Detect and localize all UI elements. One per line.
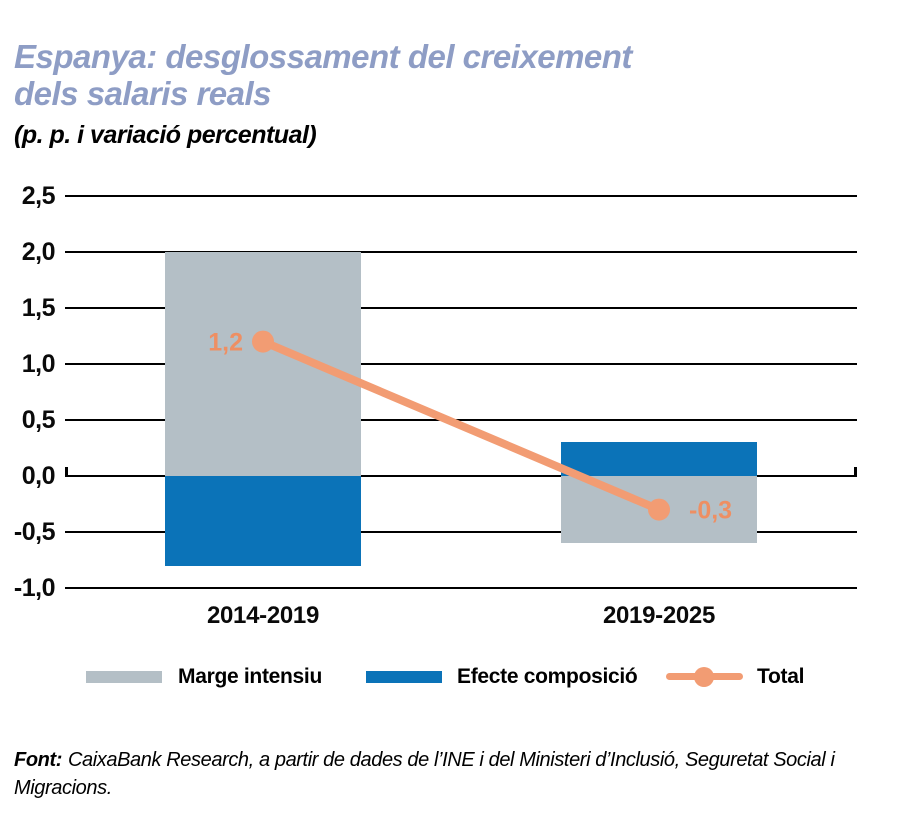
y-axis-tick-label: 1,5 [21, 294, 56, 322]
x-axis-category-label: 2014-2019 [206, 602, 320, 629]
legend-item-total: Total [666, 664, 804, 690]
chart-units-label: (p. p. i variació percentual) [14, 121, 317, 149]
legend-item-efecte-composicio: Efecte composició [366, 664, 638, 690]
chart-title-line1: Espanya: desglossament del creixement [14, 38, 632, 75]
source-note-text: CaixaBank Research, a partir de dades de… [14, 749, 835, 799]
legend-swatch-marge-intensiu [86, 671, 162, 683]
gridline--1,0 [65, 587, 857, 589]
bar-efecte-composici-2019-2025 [561, 442, 757, 476]
y-axis-tick-label: 1,0 [21, 350, 56, 378]
legend-label-total: Total [757, 665, 805, 688]
gridline-2,5 [65, 195, 857, 197]
chart-title: Espanya: desglossament del creixement de… [14, 38, 632, 112]
bar-efecte-composici-2014-2019 [165, 476, 361, 566]
source-note: Font: CaixaBank Research, a partir de dad… [14, 746, 890, 802]
y-axis-tick-label: -1,0 [13, 574, 56, 602]
x-axis-category-label: 2019-2025 [602, 602, 716, 629]
gridline-2,0 [65, 251, 857, 253]
y-axis-tick-label: -0,5 [13, 518, 56, 546]
zero-axis-end-tick [65, 467, 68, 477]
zero-axis-end-tick [854, 467, 857, 477]
y-axis-tick-label: 2,0 [21, 238, 56, 266]
legend-item-marge-intensiu: Marge intensiu [86, 664, 322, 690]
legend-swatch-total [666, 667, 743, 687]
chart-title-line2: dels salaris reals [14, 75, 272, 112]
y-axis-tick-label: 2,5 [21, 182, 56, 210]
y-axis-tick-label: 0,5 [21, 406, 56, 434]
y-axis-tick-label: 0,0 [21, 462, 56, 490]
legend-swatch-efecte-composicio [366, 671, 442, 683]
legend-label-efecte-composicio: Efecte composició [457, 665, 638, 688]
bar-marge-intensiu-2014-2019 [165, 252, 361, 476]
gridline--0,5 [65, 531, 857, 533]
gridline-1,5 [65, 307, 857, 309]
source-note-label: Font: [14, 749, 62, 771]
legend-label-marge-intensiu: Marge intensiu [178, 665, 322, 688]
bar-marge-intensiu-2019-2025 [561, 476, 757, 544]
legend-total-dot-icon [694, 667, 714, 687]
